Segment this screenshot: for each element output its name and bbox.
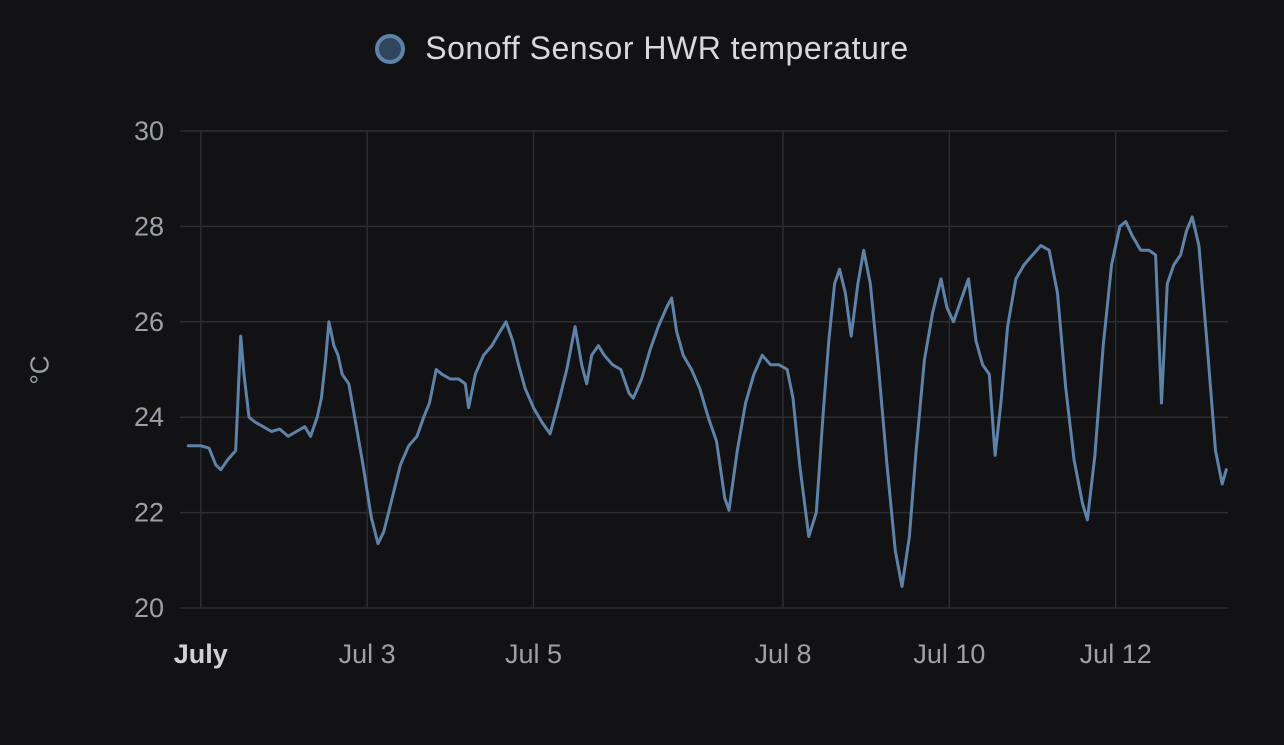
x-tick-label: Jul 5	[505, 639, 562, 669]
x-tick-label: Jul 8	[754, 639, 811, 669]
y-tick-label: 20	[134, 593, 164, 623]
x-tick-label: July	[174, 639, 228, 669]
chart-title[interactable]: Sonoff Sensor HWR temperature	[425, 30, 909, 66]
x-tick-label: Jul 3	[339, 639, 396, 669]
chart-header: Sonoff Sensor HWR temperature	[0, 30, 1284, 67]
y-tick-label: 24	[134, 402, 164, 432]
temperature-series-line[interactable]	[186, 215, 1228, 588]
y-tick-label: 26	[134, 307, 164, 337]
series-legend-icon[interactable]	[375, 33, 406, 64]
x-tick-label: Jul 12	[1080, 639, 1152, 669]
y-tick-label: 30	[134, 116, 164, 146]
x-tick-label: Jul 10	[913, 639, 985, 669]
y-tick-label: 22	[134, 498, 164, 528]
y-axis-unit-label: °C	[24, 355, 55, 385]
y-tick-label: 28	[134, 211, 164, 241]
